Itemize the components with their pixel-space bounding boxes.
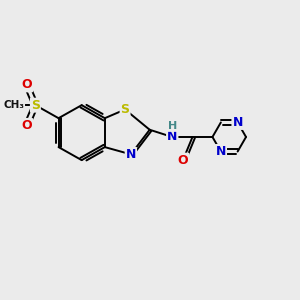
Text: O: O bbox=[178, 154, 188, 166]
Text: N: N bbox=[126, 148, 136, 161]
Text: O: O bbox=[21, 78, 32, 92]
Text: N: N bbox=[216, 145, 226, 158]
Text: N: N bbox=[232, 116, 243, 129]
Text: S: S bbox=[31, 99, 40, 112]
Text: N: N bbox=[167, 130, 177, 143]
Text: H: H bbox=[168, 121, 177, 131]
Text: S: S bbox=[121, 103, 130, 116]
Text: O: O bbox=[21, 119, 32, 132]
Text: CH₃: CH₃ bbox=[3, 100, 24, 110]
